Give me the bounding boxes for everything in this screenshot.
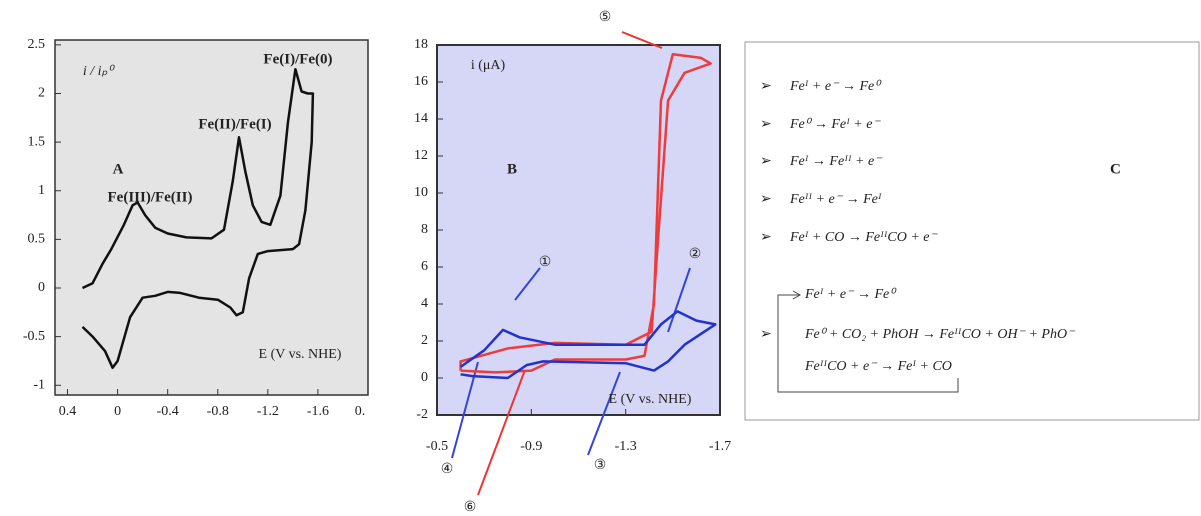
cycle-equation: Fe⁰ + CO₂ + PhOH → FeᴵᴵCO + OH⁻ + PhO⁻ [804, 327, 1076, 342]
annotation: Fe(II)/Fe(I) [198, 116, 271, 132]
annotation: i / iₚ⁰ [83, 64, 116, 79]
y-tick-label: 18 [414, 37, 428, 52]
y-tick-label: 2 [38, 86, 45, 101]
y-tick-label: 0.5 [28, 232, 46, 247]
panel-c-label: C [1110, 161, 1121, 177]
cycle-arrowhead [792, 290, 802, 300]
cycle-equation: FeᴵᴵCO + e⁻ → Feᴵ + CO [804, 359, 952, 374]
bullet: ➢ [760, 117, 772, 132]
annotation: 0. [355, 404, 366, 419]
y-tick-label: -0.5 [23, 329, 45, 344]
annotation: ③ [594, 458, 607, 473]
x-tick-label: -0.8 [207, 404, 229, 419]
annotation: B [507, 161, 517, 177]
y-tick-label: 16 [414, 74, 428, 89]
annotation: ② [689, 247, 702, 262]
y-tick-label: 6 [421, 259, 428, 274]
annotation: i (μA) [471, 58, 506, 73]
panel-c-frame [744, 41, 1200, 421]
annotation: Fe(I)/Fe(0) [263, 51, 332, 67]
annotation: E (V vs. NHE) [609, 392, 692, 407]
y-tick-label: 12 [414, 148, 428, 163]
cv-curve [459, 310, 717, 380]
panel-c-bracket [777, 290, 959, 393]
equation: Feᴵ → Feᴵᴵ + e⁻ [789, 154, 883, 169]
x-tick-label: -0.4 [157, 404, 179, 419]
y-tick-label: 14 [414, 111, 428, 126]
y-tick-label: -1 [33, 377, 45, 392]
arrows [451, 31, 691, 496]
arrow [451, 361, 479, 459]
panel-c-bullets: ➢ ➢ ➢ ➢ ➢ ➢ [760, 79, 772, 342]
y-tick-label: 8 [421, 222, 428, 237]
annotation: E (V vs. NHE) [259, 347, 342, 362]
y-tick-label: 2.5 [28, 37, 46, 52]
equation: Feᴵ + e⁻ → Fe⁰ [789, 79, 882, 94]
equation: Feᴵ + CO → FeᴵᴵCO + e⁻ [789, 230, 939, 245]
arrow [477, 369, 526, 496]
equation: Feᴵᴵ + e⁻ → Feᴵ [789, 192, 882, 207]
y-tick-label: 1.5 [28, 134, 46, 149]
x-tick-label: -1.2 [257, 404, 279, 419]
arrow [621, 31, 663, 49]
panel-a-frame [54, 39, 369, 396]
bullet: ➢ [760, 79, 772, 94]
x-tick-label: -0.9 [520, 439, 542, 454]
bullet: ➢ [760, 230, 772, 245]
annotation: Fe(III)/Fe(II) [108, 189, 193, 205]
bullet: ➢ [760, 192, 772, 207]
y-tick-label: -2 [416, 407, 428, 422]
x-tick-label: 0 [114, 404, 121, 419]
bullet: ➢ [760, 327, 772, 342]
x-tick-label: -1.6 [307, 404, 329, 419]
equation: Fe⁰ → Feᴵ + e⁻ [789, 117, 881, 132]
cycle-equation: Feᴵ + e⁻ → Fe⁰ [804, 287, 897, 302]
arrow [514, 267, 541, 301]
y-tick-label: 10 [414, 185, 428, 200]
annotation: A [113, 161, 124, 177]
cv-curve [81, 67, 315, 370]
annotation: ⑤ [599, 10, 612, 25]
x-tick-label: -1.3 [615, 439, 637, 454]
x-tick-label: -1.7 [709, 439, 731, 454]
cycle-bracket [777, 294, 959, 393]
annotation: ⑥ [464, 500, 477, 515]
y-tick-label: 1 [38, 183, 45, 198]
cv-curve [459, 53, 712, 374]
y-tick-label: 0 [38, 280, 45, 295]
y-tick-label: 2 [421, 333, 428, 348]
arrow [587, 371, 621, 456]
bullet: ➢ [760, 154, 772, 169]
y-tick-label: 4 [421, 296, 428, 311]
annotation: ① [539, 255, 552, 270]
annotation: ④ [441, 462, 454, 477]
panel-b-frame [436, 44, 721, 416]
y-tick-label: 0 [421, 370, 428, 385]
x-tick-label: -0.5 [426, 439, 448, 454]
x-tick-label: 0.4 [59, 404, 77, 419]
arrow [667, 267, 691, 333]
